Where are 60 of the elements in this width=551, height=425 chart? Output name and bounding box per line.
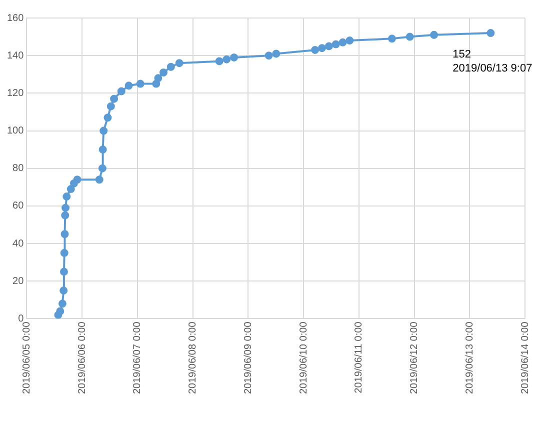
y-tick-label: 80 xyxy=(12,163,24,174)
point xyxy=(430,30,438,39)
point xyxy=(95,176,104,184)
x-tick-label: 2019/06/05 0:00 xyxy=(21,321,32,394)
point xyxy=(324,42,333,50)
y-tick-label: 120 xyxy=(6,88,24,99)
x-tick-label: 2019/06/11 0:00 xyxy=(354,321,365,394)
point xyxy=(159,68,168,77)
point xyxy=(318,44,326,52)
x-tick-label: 2019/06/09 0:00 xyxy=(242,321,254,394)
x-tick-label: 2019/06/06 0:00 xyxy=(76,321,88,394)
point xyxy=(62,192,71,201)
point xyxy=(230,53,238,62)
point xyxy=(175,59,184,68)
y-tick-label: 20 xyxy=(12,276,24,287)
point xyxy=(100,126,108,135)
point xyxy=(60,230,69,238)
point xyxy=(406,32,414,41)
point xyxy=(486,29,495,38)
point xyxy=(332,40,340,48)
y-tick-label: 140 xyxy=(6,50,24,62)
point xyxy=(104,114,112,122)
point xyxy=(60,268,68,276)
point xyxy=(61,211,70,220)
x-tick-label: 2019/06/14 0:00 xyxy=(520,321,531,394)
point xyxy=(311,46,320,54)
point xyxy=(98,164,106,172)
point xyxy=(222,55,231,64)
point xyxy=(98,146,107,154)
point xyxy=(124,82,133,90)
point xyxy=(66,185,75,194)
annotation: 152 2019/06/13 9:07 xyxy=(452,48,532,75)
point xyxy=(73,176,82,184)
point xyxy=(60,248,68,257)
point xyxy=(60,286,68,295)
point xyxy=(62,204,70,212)
x-tick-label: 2019/06/07 0:00 xyxy=(132,321,144,394)
point xyxy=(388,34,396,43)
y-tick-label: 60 xyxy=(12,200,24,212)
y-tick-label: 160 xyxy=(6,12,24,24)
point xyxy=(166,62,175,71)
point xyxy=(110,94,118,103)
point xyxy=(58,300,66,308)
point xyxy=(154,74,162,82)
point xyxy=(272,50,280,58)
point xyxy=(152,80,160,88)
x-tick-label: 2019/06/10 0:00 xyxy=(298,321,310,394)
y-tick-label: 100 xyxy=(6,126,24,137)
point xyxy=(264,52,273,60)
point xyxy=(56,307,64,316)
x-tick-label: 2019/06/13 0:00 xyxy=(464,321,476,394)
point xyxy=(117,87,126,96)
point xyxy=(346,36,354,45)
point xyxy=(338,38,347,46)
point xyxy=(106,102,115,110)
x-tick-label: 2019/06/08 0:00 xyxy=(188,321,199,394)
point xyxy=(136,80,144,88)
y-tick-label: 40 xyxy=(12,238,24,250)
point xyxy=(215,57,224,66)
x-tick-label: 2019/06/12 0:00 xyxy=(409,321,420,394)
